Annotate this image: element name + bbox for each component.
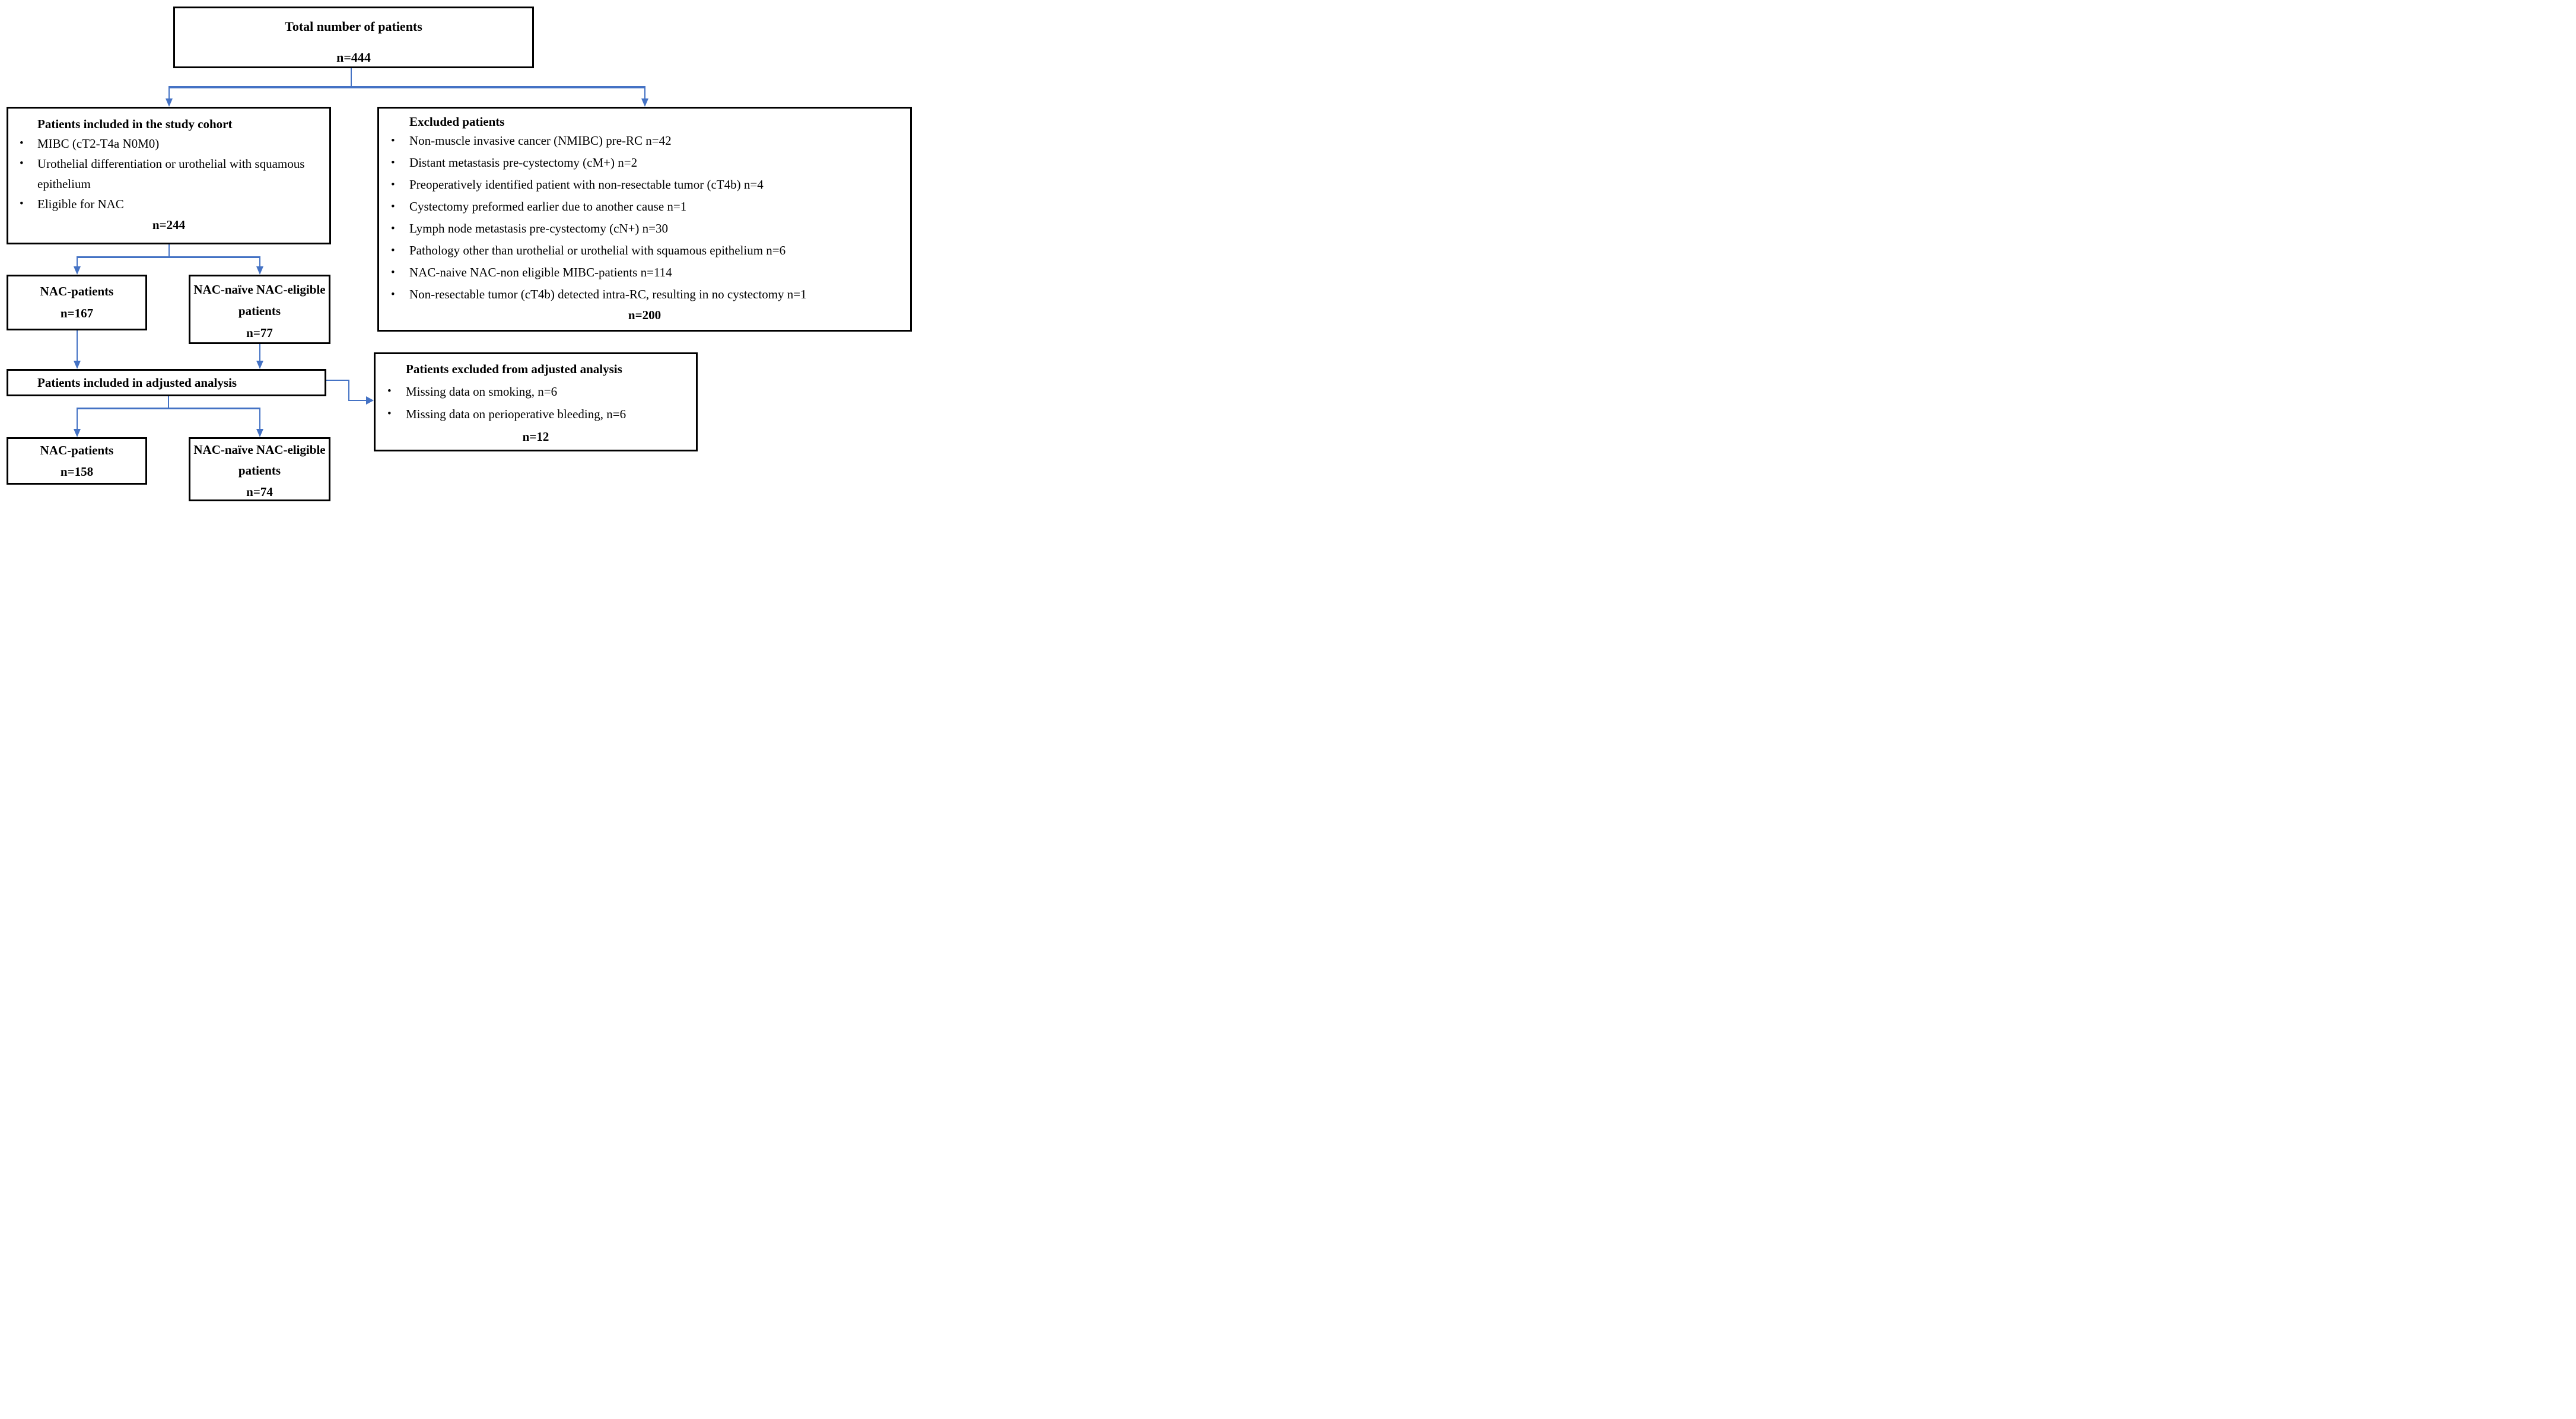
adjusted-analysis-title: Patients included in adjusted analysis [37, 375, 237, 390]
connector-naive-to-adjusted [259, 344, 260, 361]
nac-naive-eligible-final-count: n=74 [246, 484, 273, 499]
list-item: Missing data on smoking, n=6 [376, 380, 696, 403]
arrowhead-naive-to-adjusted-icon [256, 361, 263, 369]
nac-patients-count: n=167 [60, 306, 94, 320]
connector-adjusted-stub [168, 396, 169, 409]
connector-cohort-stub [168, 244, 170, 258]
arrowhead-to-naive-final-icon [256, 429, 263, 437]
excluded-reasons-list: Non-muscle invasive cancer (NMIBC) pre-R… [379, 130, 910, 306]
connector-to-nac [77, 258, 78, 267]
arrowhead-to-excluded-icon [641, 98, 648, 107]
adjusted-analysis-box: Patients included in adjusted analysis [7, 369, 326, 396]
connector-total-branch [168, 86, 645, 88]
list-item: Lymph node metastasis pre-cystectomy (cN… [379, 218, 910, 240]
excluded-adjusted-box: Patients excluded from adjusted analysis… [374, 352, 698, 451]
list-item: Eligible for NAC [8, 194, 329, 214]
excluded-patients-title: Excluded patients [409, 114, 505, 129]
connector-total-stub [351, 68, 352, 87]
list-item: Preoperatively identified patient with n… [379, 174, 910, 196]
connector-adjusted-exclusion-v [348, 380, 349, 401]
study-cohort-criteria-list: MIBC (cT2-T4a N0M0) Urothelial different… [8, 133, 329, 214]
total-patients-title: Total number of patients [285, 19, 422, 34]
nac-naive-eligible-final-title: NAC-naïve NAC-eligible patients [193, 442, 326, 478]
excluded-patients-count: n=200 [628, 308, 662, 322]
nac-naive-eligible-final-box: NAC-naïve NAC-eligible patients n=74 [189, 437, 330, 501]
total-patients-box: Total number of patients n=444 [173, 7, 534, 68]
connector-to-cohort [168, 88, 170, 99]
list-item: Pathology other than urothelial or uroth… [379, 240, 910, 262]
study-cohort-count: n=244 [152, 218, 186, 232]
nac-naive-eligible-box: NAC-naïve NAC-eligible patients n=77 [189, 275, 330, 344]
connector-cohort-branch [77, 256, 260, 258]
list-item: MIBC (cT2-T4a N0M0) [8, 133, 329, 154]
connector-nac-to-adjusted [77, 330, 78, 361]
study-cohort-box: Patients included in the study cohort MI… [7, 107, 331, 244]
connector-adjusted-exclusion-h2 [348, 400, 366, 401]
connector-to-naive [259, 258, 260, 267]
arrowhead-to-cohort-icon [166, 98, 173, 107]
list-item: Urothelial differentiation or urothelial… [8, 154, 329, 194]
excluded-adjusted-reasons-list: Missing data on smoking, n=6 Missing dat… [376, 380, 696, 425]
arrowhead-to-naive-icon [256, 266, 263, 275]
list-item: Missing data on perioperative bleeding, … [376, 403, 696, 425]
nac-patients-title: NAC-patients [40, 284, 114, 298]
arrowhead-nac-to-adjusted-icon [74, 361, 81, 369]
connector-adjusted-exclusion-h1 [326, 380, 349, 381]
study-cohort-title: Patients included in the study cohort [37, 117, 233, 131]
nac-patients-final-box: NAC-patients n=158 [7, 437, 147, 485]
nac-naive-eligible-title: NAC-naïve NAC-eligible patients [193, 282, 326, 318]
excluded-patients-box: Excluded patients Non-muscle invasive ca… [377, 107, 912, 332]
list-item: NAC-naive NAC-non eligible MIBC-patients… [379, 262, 910, 284]
arrowhead-to-adjusted-exclusion-icon [366, 396, 374, 405]
excluded-adjusted-count: n=12 [522, 429, 549, 444]
connector-adjusted-branch [77, 408, 260, 409]
nac-naive-eligible-count: n=77 [246, 325, 273, 340]
nac-patients-final-count: n=158 [60, 464, 94, 479]
excluded-adjusted-title: Patients excluded from adjusted analysis [406, 362, 622, 376]
connector-to-naive-final [259, 409, 260, 429]
list-item: Non-resectable tumor (cT4b) detected int… [379, 284, 910, 306]
connector-to-nac-final [77, 409, 78, 429]
connector-to-excluded [644, 88, 645, 99]
patient-flow-diagram: Total number of patients n=444 Patients … [0, 0, 920, 507]
nac-patients-box: NAC-patients n=167 [7, 275, 147, 330]
nac-patients-final-title: NAC-patients [40, 443, 114, 457]
list-item: Distant metastasis pre-cystectomy (cM+) … [379, 152, 910, 174]
arrowhead-to-nac-final-icon [74, 429, 81, 437]
list-item: Cystectomy preformed earlier due to anot… [379, 196, 910, 218]
arrowhead-to-nac-icon [74, 266, 81, 275]
list-item: Non-muscle invasive cancer (NMIBC) pre-R… [379, 130, 910, 152]
total-patients-count: n=444 [336, 50, 371, 65]
